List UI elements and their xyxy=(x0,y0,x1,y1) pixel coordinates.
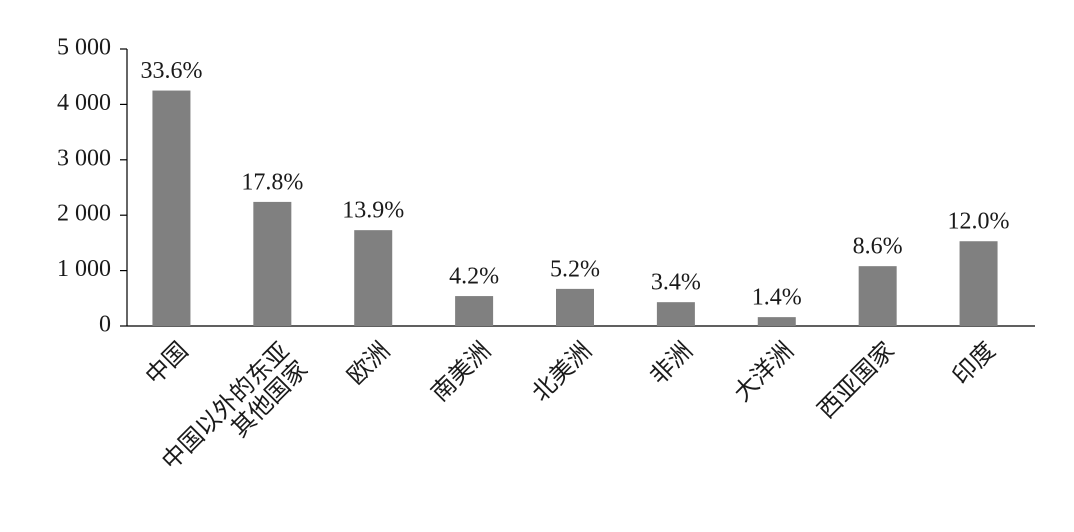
bar xyxy=(455,296,494,326)
x-tick-label: 欧洲 xyxy=(342,337,395,390)
y-tick-label: 1 000 xyxy=(57,256,111,282)
bar xyxy=(556,288,594,326)
x-tick-label: 非洲 xyxy=(645,337,698,390)
y-tick-label: 5 000 xyxy=(57,35,111,61)
bar-annotation: 12.0% xyxy=(948,209,1010,235)
bar-annotation: 1.4% xyxy=(752,285,802,311)
bar xyxy=(858,266,897,326)
x-tick-label: 西亚国家 xyxy=(813,337,900,424)
y-tick-label: 4 000 xyxy=(57,90,111,116)
bar xyxy=(656,302,695,326)
y-tick-label: 0 xyxy=(99,312,111,338)
bar-annotation: 4.2% xyxy=(449,264,499,290)
bar xyxy=(253,201,292,326)
bar xyxy=(757,317,796,326)
x-tick-label: 南美洲 xyxy=(426,337,496,407)
bar xyxy=(354,230,393,326)
x-tick-label: 中国 xyxy=(141,337,194,390)
x-tick-label: 印度 xyxy=(948,337,1001,390)
x-tick-label: 北美洲 xyxy=(527,337,597,407)
bar-annotation: 8.6% xyxy=(853,234,903,260)
bar xyxy=(152,90,191,326)
y-tick-label: 2 000 xyxy=(57,201,111,227)
bar-annotation: 3.4% xyxy=(651,270,701,296)
bar xyxy=(959,241,998,326)
y-tick-label: 3 000 xyxy=(57,145,111,171)
bar-annotation: 5.2% xyxy=(550,256,600,282)
x-tick-label: 大洋洲 xyxy=(729,337,799,407)
bar-annotation: 33.6% xyxy=(140,58,202,84)
bar-annotation: 17.8% xyxy=(241,169,303,195)
bar-annotation: 13.9% xyxy=(342,198,404,224)
